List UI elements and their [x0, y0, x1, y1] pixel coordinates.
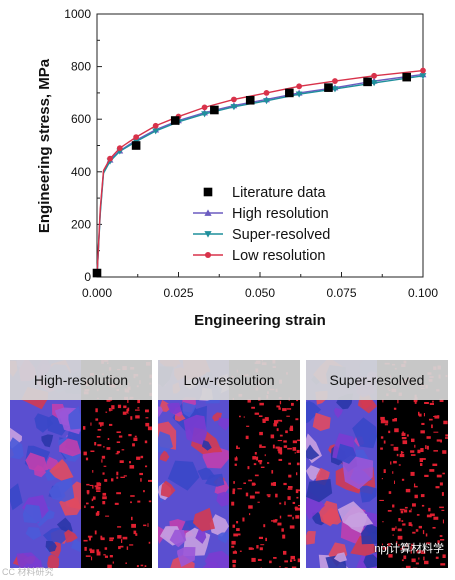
- data-point: [332, 78, 338, 84]
- x-tick-label: 0.025: [163, 286, 193, 300]
- data-point: [92, 268, 102, 278]
- legend-label: Literature data: [232, 185, 326, 201]
- y-tick-label: 1000: [64, 7, 91, 21]
- y-axis-label: Engineering stress, MPa: [36, 58, 53, 233]
- panel-super-resolved: Super-resolved npj计算材料学: [306, 360, 448, 568]
- legend-label: Low resolution: [232, 248, 326, 264]
- data-point: [152, 122, 159, 129]
- x-tick-label: 0.075: [326, 286, 356, 300]
- y-tick-label: 0: [84, 270, 91, 284]
- x-tick-label: 0.000: [82, 286, 112, 300]
- data-point: [370, 80, 378, 87]
- data-point: [420, 67, 426, 74]
- data-point: [402, 72, 411, 82]
- y-axis-ticks: 0 200 400 600 800 1000: [64, 7, 102, 284]
- series-low-resolution: [96, 67, 426, 278]
- data-point: [116, 145, 123, 152]
- series-literature-data: [92, 72, 411, 278]
- watermark: npj计算材料学: [374, 543, 444, 555]
- data-point: [230, 104, 238, 111]
- data-point: [363, 77, 372, 87]
- series-super-resolved: [96, 73, 427, 278]
- x-tick-label: 0.050: [245, 286, 275, 300]
- data-point: [131, 141, 141, 150]
- legend-item: Literature data: [203, 185, 326, 201]
- y-tick-label: 200: [71, 217, 91, 231]
- data-point: [201, 111, 208, 118]
- legend: Literature data High resolution Super-reso…: [193, 185, 330, 264]
- panel-caption: Low-resolution: [158, 360, 300, 400]
- series-line: [96, 75, 424, 278]
- data-point: [263, 90, 270, 96]
- corner-mark: CC 材料研究: [2, 567, 54, 577]
- panel-low-resolution: Low-resolution: [158, 360, 300, 568]
- data-point: [245, 95, 255, 105]
- x-axis-label: Engineering strain: [194, 312, 326, 329]
- y-tick-label: 800: [71, 60, 91, 74]
- legend-label: High resolution: [232, 206, 329, 222]
- legend-marker: [203, 187, 213, 197]
- data-point: [331, 86, 339, 93]
- y-tick-label: 600: [71, 112, 91, 126]
- data-point: [201, 104, 208, 111]
- data-point: [295, 91, 303, 98]
- micrograph-panels: High-resolution Low-resolution Super-res…: [10, 360, 450, 568]
- legend-marker: [204, 209, 212, 216]
- legend-label: Super-resolved: [232, 227, 330, 243]
- data-point: [231, 96, 237, 103]
- legend-marker: [204, 251, 212, 259]
- data-point: [324, 83, 333, 92]
- data-point: [263, 98, 270, 105]
- data-point: [107, 155, 113, 162]
- legend-marker: [204, 231, 212, 238]
- panel-caption: High-resolution: [10, 360, 152, 400]
- panel-caption: Super-resolved: [306, 360, 448, 400]
- data-point: [285, 88, 294, 98]
- data-point: [296, 83, 303, 90]
- series-layer: [92, 67, 427, 278]
- data-point: [419, 73, 427, 80]
- stress-strain-chart: 0.000 0.025 0.050 0.075 0.100 0 200 400 600 800 1…: [36, 7, 438, 329]
- data-point: [210, 105, 219, 115]
- x-tick-label: 0.100: [408, 286, 438, 300]
- x-axis-ticks: 0.000 0.025 0.050 0.075 0.100: [82, 272, 438, 300]
- data-point: [133, 134, 140, 140]
- legend-item: Super-resolved: [193, 227, 330, 243]
- panel-high-resolution: High-resolution: [10, 360, 152, 568]
- legend-item: High resolution: [193, 206, 329, 222]
- series-line: [96, 73, 424, 278]
- y-tick-label: 400: [71, 165, 91, 179]
- legend-item: Low resolution: [193, 248, 326, 264]
- data-point: [152, 128, 160, 135]
- data-point: [371, 72, 377, 79]
- data-point: [170, 116, 180, 125]
